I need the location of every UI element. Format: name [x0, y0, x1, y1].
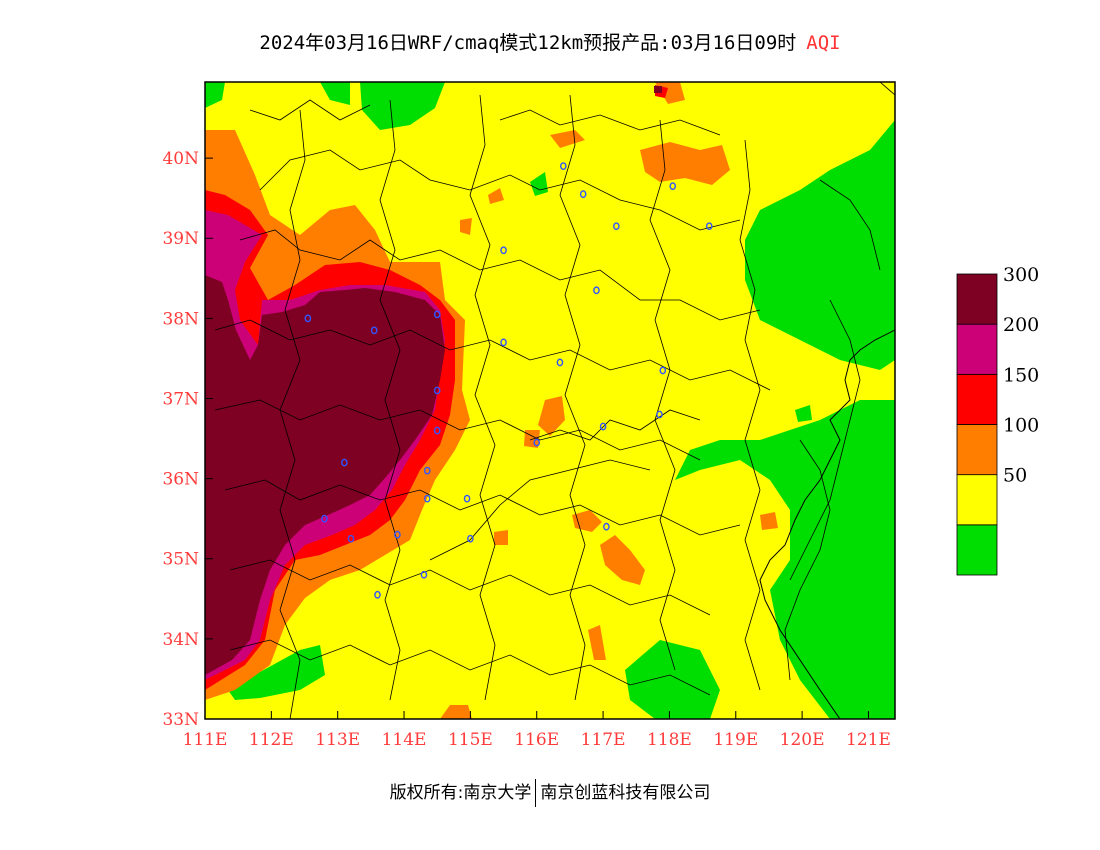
city-marker [533, 438, 541, 447]
city-marker [347, 534, 355, 543]
lat-tick-label: 37N [162, 389, 199, 409]
legend-label: 150 [1003, 364, 1039, 386]
lon-tick-label: 113E [315, 730, 360, 750]
lon-tick-label: 115E [448, 730, 493, 750]
city-marker [433, 426, 441, 435]
city-marker [304, 314, 312, 323]
map-area [205, 82, 895, 719]
city-marker [433, 386, 441, 395]
hazardous-regions [205, 86, 662, 675]
aqi-legend: 50 100 150 200 300 [956, 264, 1039, 576]
legend-label: 200 [1003, 314, 1039, 336]
city-marker [433, 310, 441, 319]
city-marker [603, 522, 610, 531]
lat-tick-label: 40N [162, 149, 199, 169]
city-marker [656, 410, 663, 419]
city-marker [467, 534, 474, 543]
city-marker [463, 494, 471, 503]
city-marker [705, 222, 713, 231]
title-text: 2024年03月16日WRF/cmaq模式12km预报产品:03月16日09时 [259, 32, 797, 54]
latitude-axis: 33N 34N 35N 36N 37N 38N 39N 40N [162, 149, 213, 730]
lon-tick-label: 117E [581, 730, 626, 750]
lat-tick-label: 33N [162, 710, 199, 730]
lon-tick-label: 121E [846, 730, 891, 750]
city-markers [304, 162, 713, 599]
city-marker [374, 590, 381, 599]
lon-tick-label: 111E [183, 730, 228, 750]
city-marker [559, 162, 567, 171]
city-marker [556, 358, 564, 367]
map-frame [204, 81, 896, 720]
legend-swatch [956, 474, 998, 526]
longitude-axis: 111E 112E 113E 114E 115E 116E 117E 118E 119E 120E… [183, 711, 891, 750]
city-marker [659, 366, 667, 375]
title-variable: AQI [806, 32, 841, 54]
sea-region [805, 420, 895, 719]
legend-label: 100 [1003, 415, 1039, 437]
lon-tick-label: 119E [713, 730, 758, 750]
legend-swatch [956, 424, 998, 476]
copyright-footer: 版权所有:南京大学 南京创蓝科技有限公司 [0, 778, 1100, 807]
legend-swatch [956, 373, 998, 425]
legend-swatch [956, 273, 998, 325]
coastline [759, 329, 895, 719]
lon-tick-label: 120E [780, 730, 825, 750]
map-title: 2024年03月16日WRF/cmaq模式12km预报产品:03月16日09时 A… [0, 28, 1100, 55]
city-marker [579, 190, 587, 199]
legend-label: 300 [1003, 264, 1039, 286]
footer-separator [535, 779, 537, 807]
lat-tick-label: 36N [162, 470, 199, 490]
lon-tick-label: 112E [249, 730, 294, 750]
legend-swatch [956, 323, 998, 375]
lat-tick-label: 39N [162, 229, 199, 249]
footer-left: 版权所有:南京大学 [389, 783, 532, 803]
city-marker [599, 422, 607, 431]
city-marker [321, 514, 328, 523]
lat-tick-label: 35N [162, 550, 199, 570]
legend-label: 50 [1003, 465, 1027, 487]
boundary-lines [214, 82, 895, 719]
lat-tick-label: 34N [162, 630, 199, 650]
lon-tick-label: 116E [514, 730, 559, 750]
city-marker [423, 466, 431, 475]
city-marker [593, 286, 600, 295]
city-marker [613, 222, 620, 231]
legend-swatch [956, 524, 998, 576]
city-marker [423, 494, 431, 503]
city-marker [394, 530, 401, 539]
footer-right: 南京创蓝科技有限公司 [540, 783, 711, 803]
city-marker [669, 182, 677, 191]
city-marker [341, 458, 348, 467]
lat-tick-label: 38N [162, 309, 199, 329]
city-marker [500, 338, 507, 347]
city-marker [420, 570, 428, 579]
city-marker [500, 246, 507, 255]
lon-tick-label: 114E [382, 730, 427, 750]
lon-tick-label: 118E [647, 730, 692, 750]
city-marker [370, 326, 378, 335]
